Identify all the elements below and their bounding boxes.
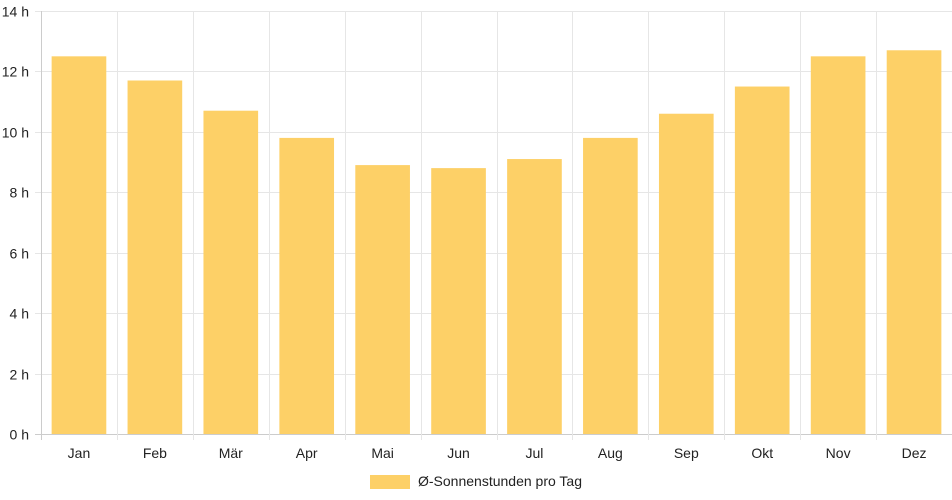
bar-okt[interactable] bbox=[734, 86, 790, 435]
y-tick-label: 6 h bbox=[10, 246, 29, 262]
y-tick-label: 12 h bbox=[2, 64, 29, 80]
y-tick-label: 2 h bbox=[10, 367, 29, 383]
legend-label[interactable]: Ø-Sonnenstunden pro Tag bbox=[418, 473, 582, 489]
bar-aug[interactable] bbox=[583, 137, 638, 434]
bar-jul[interactable] bbox=[507, 159, 562, 435]
bar-mär[interactable] bbox=[203, 110, 259, 434]
bar-jan[interactable] bbox=[51, 56, 107, 434]
y-tick-label: 10 h bbox=[2, 125, 29, 141]
bar-feb[interactable] bbox=[127, 80, 183, 434]
y-tick-label: 0 h bbox=[10, 427, 29, 443]
bar-jun[interactable] bbox=[431, 168, 486, 434]
bar-apr[interactable] bbox=[279, 137, 335, 434]
x-tick-label: Nov bbox=[826, 445, 851, 461]
legend[interactable]: Ø-Sonnenstunden pro Tag bbox=[370, 473, 582, 489]
x-tick-label: Aug bbox=[598, 445, 623, 461]
x-tick-label: Jun bbox=[447, 445, 470, 461]
y-tick-label: 8 h bbox=[10, 185, 29, 201]
x-tick-label: Jul bbox=[526, 445, 544, 461]
x-tick-label: Sep bbox=[674, 445, 699, 461]
bar-sep[interactable] bbox=[658, 113, 714, 434]
x-tick-label: Jan bbox=[68, 445, 91, 461]
y-tick-label: 14 h bbox=[2, 4, 29, 20]
bar-mai[interactable] bbox=[355, 165, 410, 435]
x-tick-label: Dez bbox=[902, 445, 927, 461]
bars bbox=[51, 50, 942, 435]
x-tick-label: Apr bbox=[296, 445, 318, 461]
bar-nov[interactable] bbox=[810, 56, 866, 434]
x-tick-label: Mär bbox=[219, 445, 243, 461]
x-axis: Jan Feb Mär Apr Mai Jun Jul Aug Sep Okt Nov Dez bbox=[68, 445, 927, 461]
y-tick-label: 4 h bbox=[10, 306, 29, 322]
grid-lines bbox=[35, 11, 952, 440]
x-tick-label: Okt bbox=[751, 445, 773, 461]
bar-dez[interactable] bbox=[886, 50, 942, 435]
x-tick-label: Feb bbox=[143, 445, 167, 461]
y-axis: 0 h 2 h 4 h 6 h 8 h 10 h 12 h 14 h bbox=[2, 4, 29, 443]
x-tick-label: Mai bbox=[371, 445, 394, 461]
legend-swatch[interactable] bbox=[370, 475, 410, 489]
